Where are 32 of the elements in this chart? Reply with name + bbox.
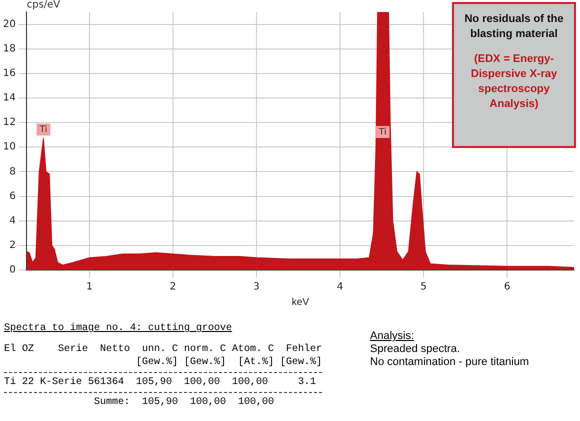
y-tick-label: 18 (2, 43, 16, 54)
x-tick-label: 5 (420, 282, 427, 293)
x-tick-label: 6 (504, 282, 510, 293)
annotation: Ti (378, 127, 387, 138)
x-tick-label: 1 (86, 282, 93, 293)
x-axis-title: keV (292, 296, 310, 308)
y-tick-label: 6 (9, 190, 16, 202)
text: Spreaded spectra. (370, 343, 461, 356)
annotation: (EDX = Energy-Dispersive X-ray spectroscopy Analysis) (470, 52, 558, 112)
y-tick-label: 0 (9, 264, 16, 276)
y-tick-label: 20 (2, 18, 16, 30)
text: [Gew.%] [Gew.%] [At.%] [Gew.%] (4, 356, 322, 373)
text: El OZ Serie Netto unn. C norm. C Atom. C Fehler (4, 343, 322, 356)
text: No contamination - pure titanium (370, 356, 529, 369)
y-axis-title: cps/eV (26, 0, 60, 11)
text: Spectra to image no. 4: cutting groove (4, 322, 234, 335)
y-tick-label: 16 (2, 68, 16, 80)
text: Analysis: (370, 330, 416, 343)
y-tick-label: 14 (2, 92, 16, 104)
y-tick-label: 4 (9, 215, 16, 226)
x-tick-label: 2 (170, 282, 176, 293)
x-tick-label: 4 (336, 282, 344, 293)
y-tick-label: 12 (2, 117, 16, 128)
annotation: Ti (38, 124, 48, 135)
y-tick-label: 10 (2, 142, 16, 153)
note-box: No residuals of the blasting material (EDX = Energy-Dispersive X-ray spectroscopy Analysis) (452, 2, 576, 148)
y-tick-label: 8 (9, 166, 16, 178)
x-tick-label: 3 (253, 282, 260, 293)
text: Summe: 105,90 100,00 100,00 (93, 396, 276, 409)
annotation: No residuals of the blasting material (463, 12, 565, 42)
text: Ti 22 K-Serie 561364 105,90 100,00 100,00 3.1 (4, 373, 322, 393)
y-tick-label: 2 (9, 240, 16, 252)
